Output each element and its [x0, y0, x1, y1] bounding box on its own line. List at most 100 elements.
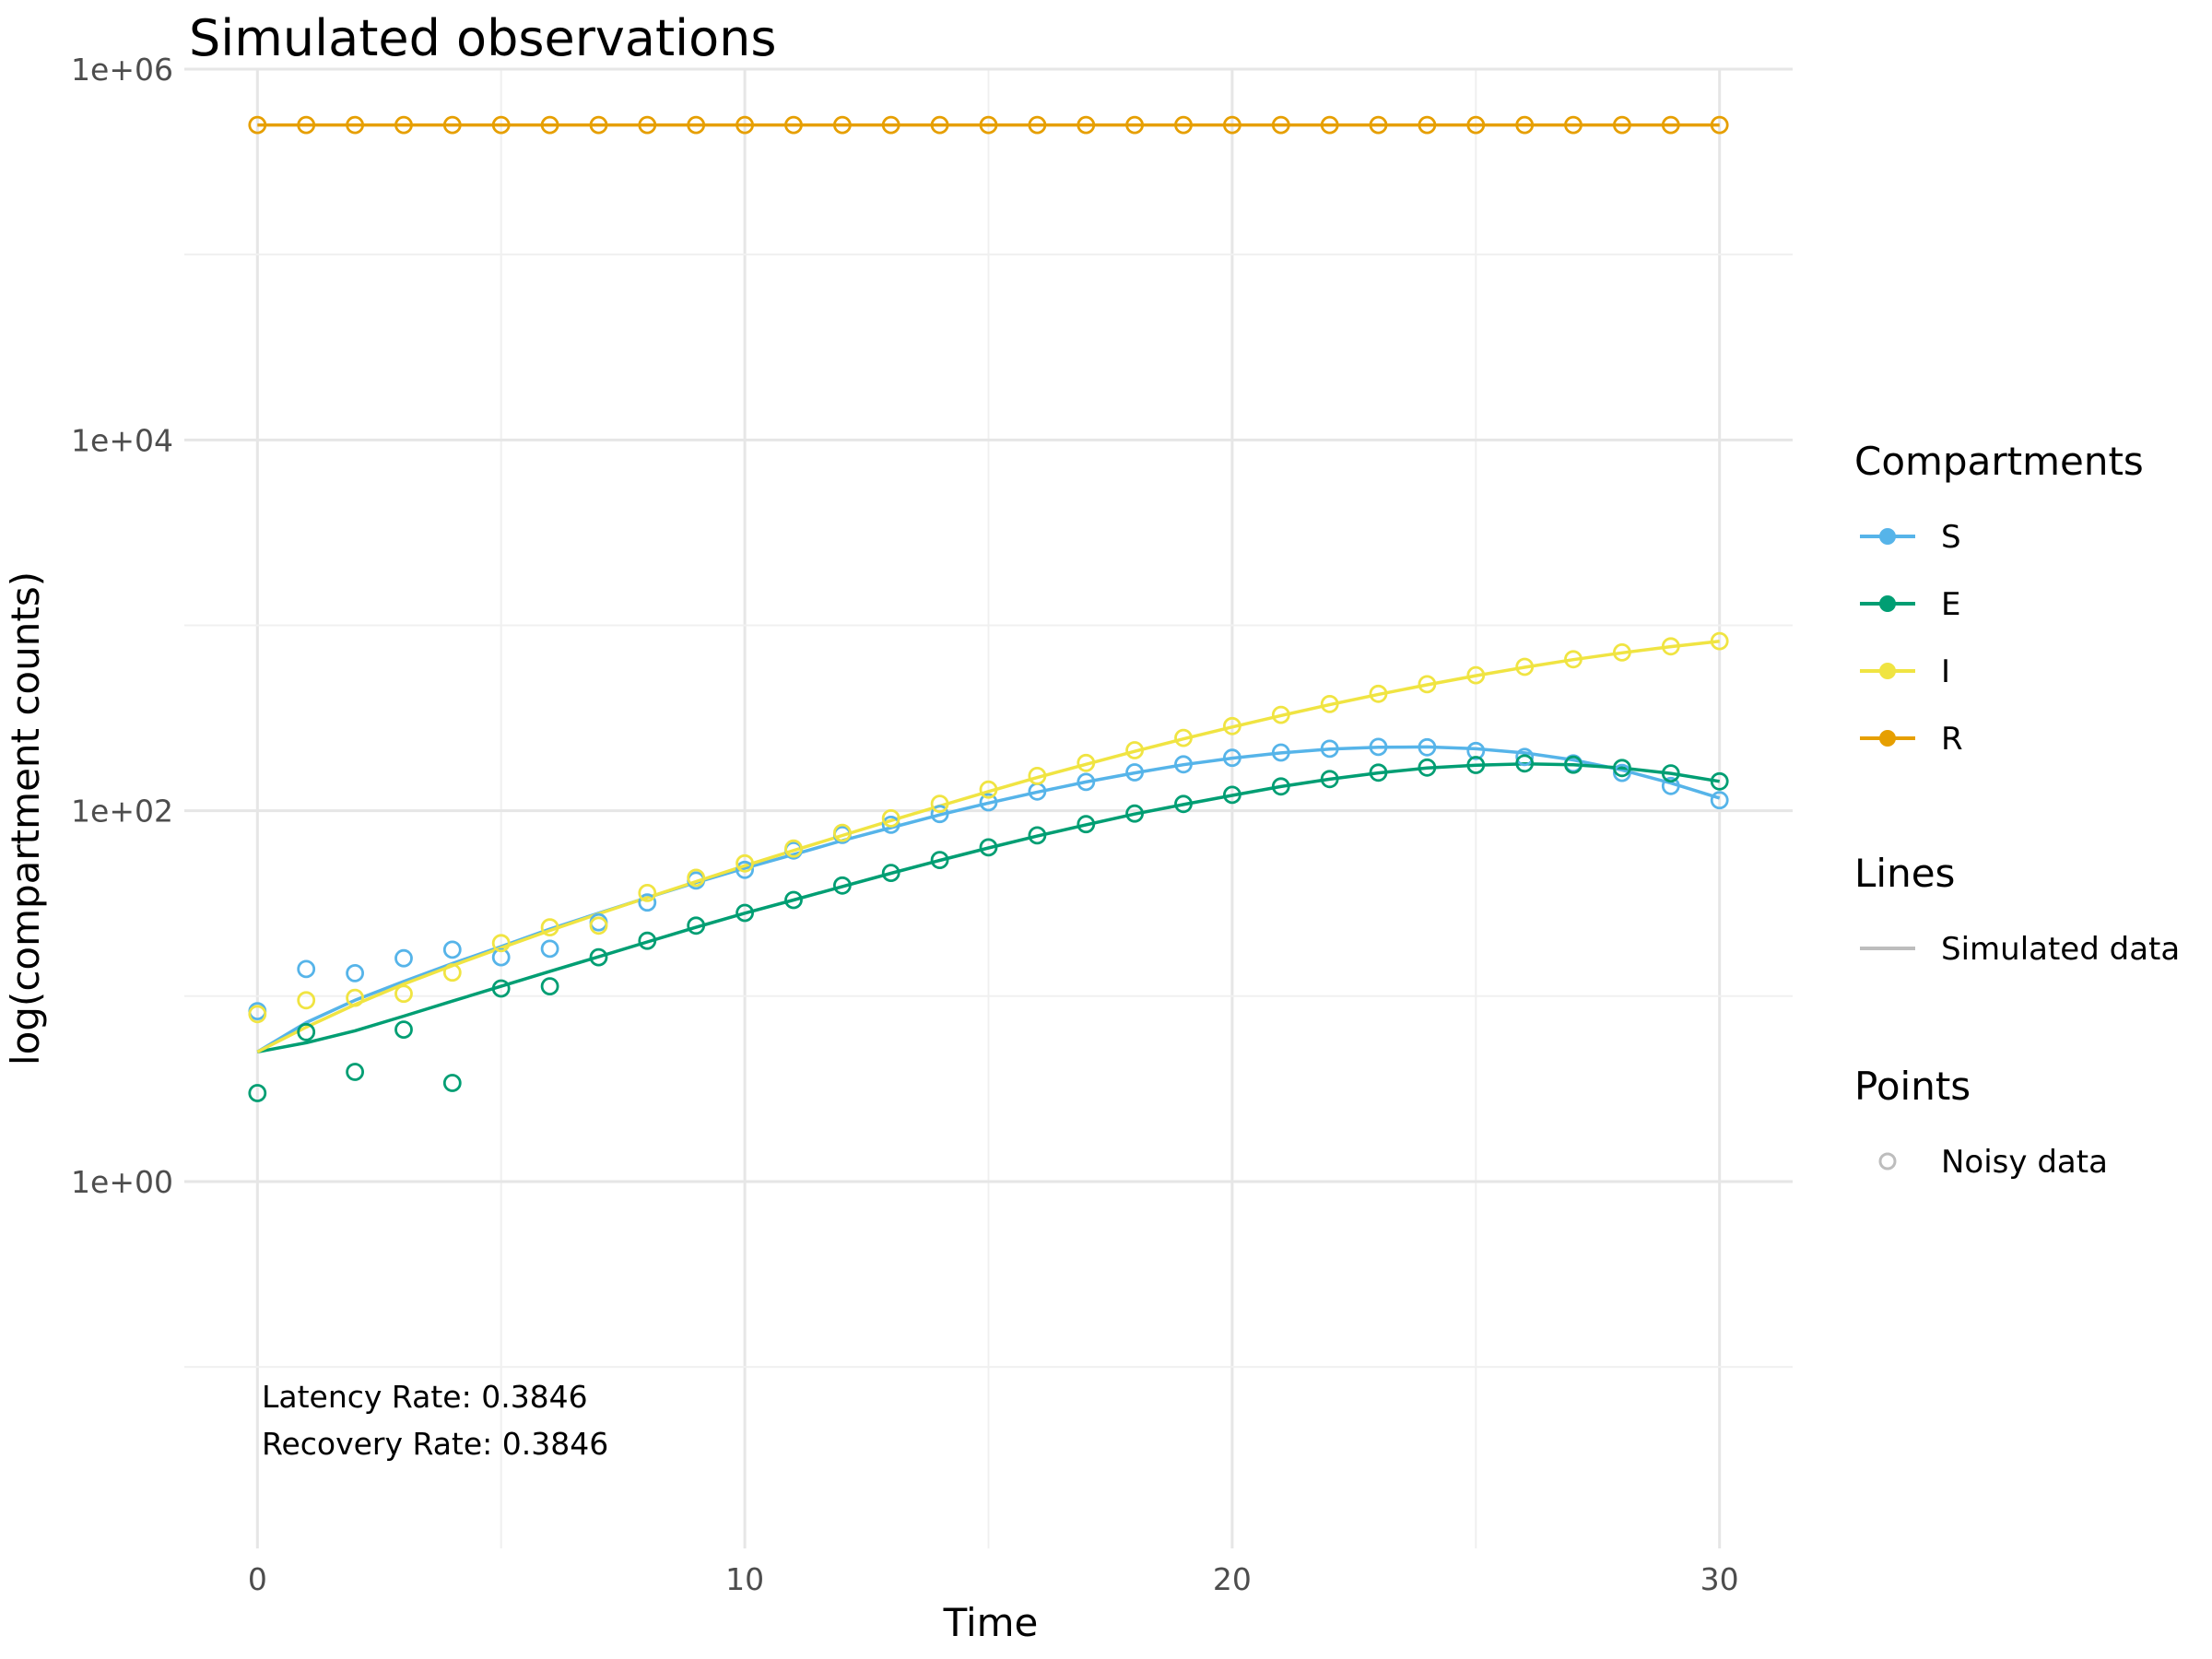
data-point-I [1515, 657, 1535, 677]
data-point-S [1515, 747, 1535, 767]
data-point-I [979, 780, 998, 799]
data-point-E [1077, 815, 1096, 834]
data-point-E [1466, 756, 1486, 774]
data-point-I [687, 868, 706, 888]
y-tick-label: 1e+04 [71, 422, 173, 458]
data-point-S [346, 964, 365, 982]
data-point-S [1710, 791, 1729, 810]
data-point-I [1223, 716, 1241, 735]
data-point-E [735, 903, 754, 923]
data-point-S [540, 939, 559, 959]
data-point-S [297, 959, 316, 979]
data-point-I [1125, 741, 1144, 759]
legend-label-S: S [1941, 519, 1961, 556]
data-point-E [784, 890, 803, 910]
data-point-E [930, 851, 949, 869]
data-point-I [589, 916, 608, 935]
series-line-E [256, 762, 1720, 1054]
data-point-I [540, 918, 559, 936]
data-point-E [394, 1020, 413, 1039]
data-point-I [346, 988, 365, 1007]
legend-label-R: R [1941, 721, 1963, 758]
data-point-R [1613, 115, 1631, 135]
data-point-S [394, 948, 413, 968]
data-point-I [1077, 753, 1096, 772]
x-tick-label: 10 [725, 1561, 764, 1597]
data-point-E [979, 838, 998, 857]
annotation-recovery-rate: Recovery Rate: 0.3846 [262, 1426, 608, 1462]
data-point-R [1174, 115, 1193, 135]
data-point-S [442, 940, 462, 959]
y-axis-title: log(compartment counts) [3, 571, 48, 1065]
grid [184, 67, 1793, 1548]
data-point-R [540, 115, 559, 135]
data-point-I [784, 839, 803, 858]
data-point-E [1710, 771, 1729, 791]
data-point-E [1515, 754, 1535, 773]
legend-label-noisy-data: Noisy data [1941, 1144, 2108, 1181]
data-point-I [833, 823, 852, 842]
data-point-E [589, 947, 608, 967]
data-point-S [979, 793, 998, 812]
x-tick-label: 20 [1213, 1561, 1252, 1597]
data-point-I [881, 809, 900, 828]
legend-key-noisy-data [1878, 1152, 1897, 1171]
data-point-R [1077, 115, 1096, 135]
data-point-I [1320, 695, 1339, 713]
data-point-E [1369, 763, 1388, 782]
data-point-E [1028, 826, 1047, 845]
data-point-S [1418, 737, 1437, 757]
legend-label-I: I [1941, 653, 1950, 690]
data-point-E [1271, 777, 1290, 796]
y-tick-label: 1e+06 [71, 52, 173, 88]
data-point-S [1125, 763, 1144, 782]
data-point-S [1661, 776, 1680, 795]
data-point-E [248, 1084, 267, 1102]
legend-title-points: Points [1854, 1064, 1971, 1109]
data-point-I [1564, 650, 1583, 669]
data-point-R [1369, 115, 1388, 135]
data-point-E [1174, 794, 1193, 814]
data-point-E [442, 1074, 462, 1092]
legend-label-simulated-data: Simulated data [1941, 931, 2180, 968]
y-tick-label: 1e+02 [71, 794, 173, 830]
data-point-S [930, 805, 949, 824]
data-point-I [248, 1005, 267, 1024]
series-lines [256, 123, 1721, 1054]
data-point-I [1369, 684, 1388, 703]
data-point-R [1466, 115, 1486, 135]
data-point-S [881, 816, 900, 834]
data-point-R [1223, 115, 1241, 135]
x-ticks: 0 10 20 30 [248, 1561, 1739, 1597]
data-point-E [1661, 764, 1680, 782]
data-point-R [1028, 115, 1047, 135]
data-point-R [589, 115, 608, 135]
data-point-E [1418, 758, 1437, 777]
data-point-R [784, 115, 803, 135]
data-point-E [491, 979, 511, 998]
data-point-E [1564, 755, 1583, 774]
data-point-I [638, 884, 657, 902]
data-point-S [1174, 755, 1193, 774]
data-point-R [248, 115, 267, 135]
data-point-S [1369, 737, 1388, 757]
data-point-E [346, 1063, 365, 1081]
data-point-E [297, 1022, 316, 1041]
legend-title-compartments: Compartments [1854, 439, 2144, 484]
series-points [248, 115, 1729, 1102]
data-point-S [1320, 739, 1339, 759]
data-point-I [297, 991, 316, 1010]
data-point-I [1418, 675, 1437, 694]
data-point-I [491, 934, 511, 953]
data-point-I [1271, 705, 1290, 724]
data-point-R [1710, 115, 1729, 135]
data-point-I [1466, 665, 1486, 685]
y-ticks: 1e+00 1e+02 1e+04 1e+06 [71, 52, 173, 1200]
data-point-R [930, 115, 949, 135]
data-point-I [930, 794, 949, 813]
data-point-R [979, 115, 998, 135]
chart-title: Simulated observations [189, 9, 777, 67]
